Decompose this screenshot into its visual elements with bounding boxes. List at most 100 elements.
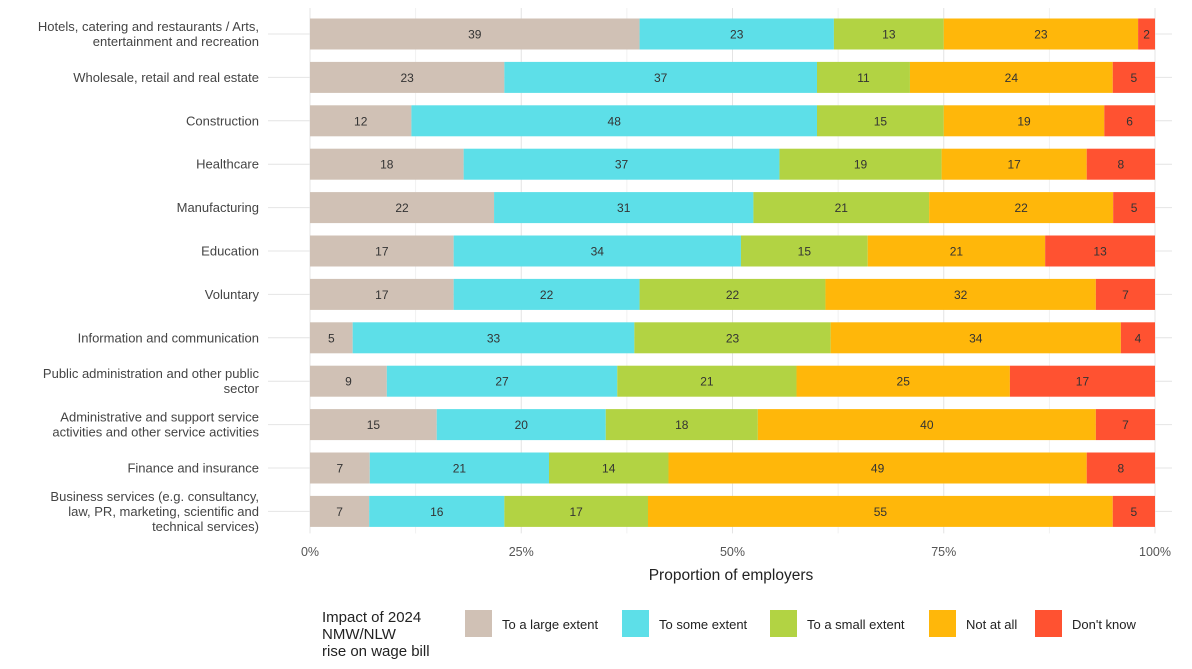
- legend-label: Don't know: [1072, 617, 1137, 632]
- bar-value-label: 17: [375, 288, 389, 302]
- category-label: Manufacturing: [177, 200, 259, 215]
- category-label: Construction: [186, 113, 259, 128]
- bar-value-label: 5: [1131, 201, 1138, 215]
- bar-segment: [867, 235, 1046, 267]
- bar-value-label: 49: [871, 462, 885, 476]
- bar-segment: [310, 365, 387, 397]
- category-label: Wholesale, retail and real estate: [73, 70, 259, 85]
- bar-segment: [648, 495, 1113, 527]
- bar-segment: [757, 409, 1096, 441]
- bar-segment: [310, 192, 495, 224]
- bar-value-label: 23: [1034, 28, 1048, 42]
- bar-value-label: 17: [569, 505, 583, 519]
- bar-value-label: 48: [608, 114, 622, 128]
- bar-value-label: 13: [1093, 245, 1107, 259]
- bar-value-label: 21: [835, 201, 849, 215]
- bar-value-label: 8: [1118, 158, 1125, 172]
- legend-label: Not at all: [966, 617, 1017, 632]
- bar-segment: [310, 278, 454, 310]
- x-axis-ticks: 0% 25% 50% 75% 100%: [301, 545, 1171, 559]
- bar-segment: [833, 18, 944, 50]
- bar-segment: [310, 61, 505, 93]
- bar-segment: [943, 18, 1139, 50]
- bar-value-label: 24: [1005, 71, 1019, 85]
- bar-value-label: 23: [400, 71, 414, 85]
- bar-segment: [369, 452, 549, 484]
- x-tick-label: 100%: [1139, 545, 1171, 559]
- category-labels: Hotels, catering and restaurants / Arts,…: [38, 19, 260, 534]
- bar-value-label: 15: [798, 245, 812, 259]
- bar-segment: [310, 322, 353, 354]
- bar-segment: [504, 495, 648, 527]
- bar-segment: [639, 18, 834, 50]
- bar-segment: [310, 495, 370, 527]
- bar-value-label: 22: [726, 288, 740, 302]
- category-label: Hotels, catering and restaurants / Arts,…: [38, 19, 259, 49]
- legend-title: Impact of 2024: [322, 609, 421, 626]
- bar-value-label: 7: [1122, 418, 1129, 432]
- bar-value-label: 55: [874, 505, 888, 519]
- bar-segment: [1113, 192, 1155, 224]
- legend-label: To some extent: [659, 617, 748, 632]
- bar-segment: [1120, 322, 1155, 354]
- bar-value-label: 17: [375, 245, 389, 259]
- bar-segment: [369, 495, 505, 527]
- bar-value-label: 2: [1143, 28, 1150, 42]
- bar-value-label: 21: [700, 375, 714, 389]
- bar-value-label: 18: [675, 418, 689, 432]
- bar-segment: [436, 409, 606, 441]
- bar-value-label: 22: [1014, 201, 1028, 215]
- bar-value-label: 7: [337, 462, 344, 476]
- bar-value-label: 32: [954, 288, 968, 302]
- bar-value-label: 7: [1122, 288, 1129, 302]
- bar-value-label: 23: [730, 28, 744, 42]
- category-label: Healthcare: [196, 157, 259, 172]
- bar-segment: [1112, 61, 1155, 93]
- bar-value-label: 4: [1135, 331, 1142, 345]
- bar-value-label: 18: [380, 158, 394, 172]
- bar-segment: [310, 18, 640, 50]
- bar-segment: [504, 61, 817, 93]
- legend-key: [465, 610, 492, 637]
- bar-segment: [310, 409, 437, 441]
- bar-segment: [453, 235, 741, 267]
- bar-segment: [1045, 235, 1155, 267]
- bar-value-label: 34: [591, 245, 605, 259]
- bar-segment: [779, 148, 942, 180]
- bar-value-label: 37: [654, 71, 668, 85]
- category-label: Public administration and other public se…: [43, 366, 260, 396]
- legend-key: [770, 610, 797, 637]
- bar-segment: [1138, 18, 1155, 50]
- legend-title: NMW/NLW: [322, 626, 397, 643]
- bar-segment: [1104, 105, 1155, 137]
- bar-segment: [310, 235, 454, 267]
- bar-segment: [740, 235, 868, 267]
- bar-segment: [753, 192, 930, 224]
- bar-value-label: 17: [1007, 158, 1021, 172]
- bar-value-label: 25: [897, 375, 911, 389]
- bar-segment: [941, 148, 1087, 180]
- bar-segment: [909, 61, 1113, 93]
- bar-value-label: 15: [874, 114, 888, 128]
- bar-value-label: 37: [615, 158, 629, 172]
- bar-value-label: 11: [857, 71, 870, 85]
- category-label: Administrative and support service activi…: [52, 410, 259, 440]
- bar-value-label: 31: [617, 201, 631, 215]
- bar-value-label: 6: [1126, 114, 1133, 128]
- bar-value-label: 9: [345, 375, 352, 389]
- legend-key: [1035, 610, 1062, 637]
- bar-value-label: 34: [969, 331, 983, 345]
- bar-value-label: 22: [395, 201, 409, 215]
- bar-value-label: 22: [540, 288, 554, 302]
- bar-segment: [929, 192, 1114, 224]
- bar-segment: [817, 61, 910, 93]
- bar-segment: [310, 105, 412, 137]
- bar-segment: [386, 365, 618, 397]
- bar-value-label: 27: [495, 375, 509, 389]
- bar-segment: [494, 192, 754, 224]
- bar-value-label: 23: [726, 331, 740, 345]
- x-tick-label: 25%: [509, 545, 534, 559]
- bar-value-label: 20: [515, 418, 529, 432]
